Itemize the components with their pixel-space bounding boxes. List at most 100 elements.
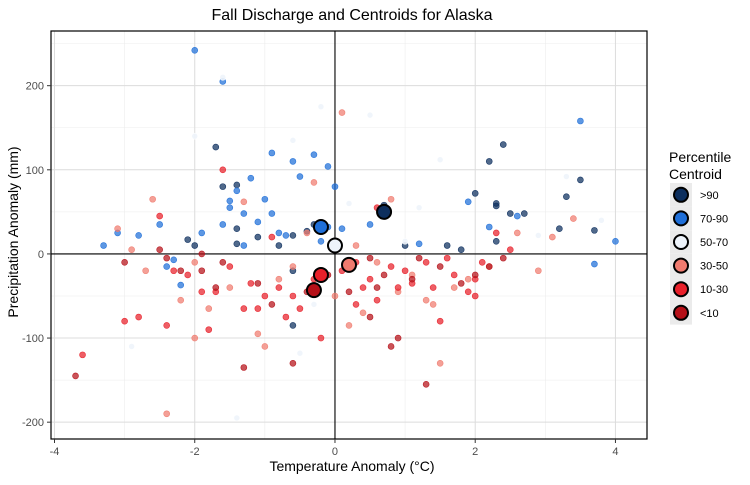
data-point-series-4	[282, 313, 290, 321]
data-point-series-0	[457, 246, 465, 254]
data-point-series-3	[387, 195, 395, 203]
data-point-series-1	[612, 238, 619, 245]
legend-key-marker	[673, 304, 689, 321]
data-point-series-5	[268, 301, 276, 308]
data-point-series-0	[577, 176, 584, 184]
legend-key-marker	[673, 234, 689, 250]
data-point-series-3	[163, 410, 170, 418]
data-point-series-1	[163, 263, 170, 270]
data-point-series-5	[457, 280, 465, 287]
data-point-series-3	[149, 195, 156, 203]
data-point-series-3	[331, 292, 339, 300]
data-point-series-4	[219, 166, 227, 174]
y-tick-label: -100	[22, 333, 44, 345]
data-point-series-1	[170, 256, 178, 264]
data-point-series-3	[226, 284, 234, 291]
data-point-series-1	[464, 198, 472, 206]
data-point-series-3	[570, 215, 577, 222]
data-point-series-3	[289, 263, 297, 270]
data-point-series-0	[506, 210, 514, 217]
data-point-series-4	[226, 263, 234, 270]
data-point-series-4	[359, 284, 367, 291]
data-point-series-5	[436, 263, 444, 270]
data-point-series-1	[331, 183, 339, 190]
data-point-series-5	[366, 254, 374, 262]
zero-reference-lines	[51, 31, 647, 439]
plot-panel-background	[51, 31, 647, 439]
y-tick-label: 100	[26, 165, 44, 177]
data-point-series-3	[513, 229, 521, 237]
data-point-series-3	[464, 275, 472, 283]
data-point-series-0	[254, 233, 262, 241]
centroid-marker-series-3	[341, 256, 357, 273]
data-point-series-5	[471, 271, 479, 279]
data-point-series-5	[240, 364, 248, 371]
data-point-series-1	[233, 187, 241, 195]
data-point-series-3	[345, 322, 353, 329]
data-point-series-4	[289, 292, 297, 300]
data-point-series-4	[478, 259, 486, 266]
data-point-series-5	[198, 267, 206, 275]
data-point-series-0	[233, 181, 241, 189]
data-point-series-4	[247, 280, 255, 287]
data-point-series-4	[443, 254, 451, 262]
data-point-series-4	[450, 271, 458, 279]
data-point-series-4	[79, 351, 86, 359]
y-tick-labels: -200 -100 0 100 200	[22, 81, 44, 429]
legend-keys: >90 70-90 50-70 30-50 10-30 <10	[670, 183, 728, 325]
data-point-series-1	[485, 223, 493, 231]
data-point-series-2	[219, 73, 227, 81]
legend-key-marker	[673, 257, 689, 274]
data-point-series-4	[366, 275, 374, 283]
data-point-series-5	[254, 280, 262, 287]
data-point-series-0	[233, 225, 241, 232]
data-point-series-4	[156, 212, 163, 220]
data-point-series-5	[373, 284, 381, 291]
data-point-series-4	[436, 317, 444, 325]
data-point-series-1	[219, 221, 227, 228]
legend-key-marker	[673, 281, 689, 298]
data-point-series-2	[401, 238, 409, 245]
data-point-series-1	[415, 240, 423, 248]
data-point-series-3	[310, 179, 318, 186]
data-point-series-4	[121, 317, 128, 325]
data-point-series-2	[310, 301, 318, 308]
data-point-series-4	[429, 284, 437, 291]
data-point-series-3	[191, 334, 199, 342]
data-point-series-5	[366, 313, 374, 321]
legend-label: 70-90	[700, 213, 728, 225]
data-point-series-2	[535, 232, 542, 239]
data-point-series-5	[422, 381, 430, 388]
centroid-marker-series-4	[312, 266, 329, 283]
y-tick-label: 200	[26, 81, 44, 93]
data-point-series-3	[114, 225, 121, 232]
data-point-series-2	[436, 156, 444, 164]
data-point-series-5	[415, 254, 423, 262]
data-point-series-4	[387, 263, 395, 270]
data-point-series-1	[324, 163, 332, 170]
data-point-series-0	[499, 141, 507, 148]
data-point-series-3	[254, 330, 262, 338]
data-point-series-3	[549, 233, 556, 241]
data-point-series-1	[247, 174, 255, 182]
data-point-series-3	[450, 284, 458, 291]
data-point-series-2	[296, 349, 304, 357]
data-point-series-0	[471, 190, 479, 197]
data-point-series-5	[219, 259, 227, 266]
data-point-series-5	[212, 284, 220, 291]
data-point-series-1	[226, 197, 234, 205]
data-point-series-1	[282, 232, 290, 239]
data-point-series-4	[471, 292, 479, 300]
data-point-series-3	[422, 296, 430, 304]
data-point-series-3	[429, 301, 437, 308]
data-point-series-2	[128, 343, 135, 350]
data-point-series-2	[191, 132, 199, 140]
data-point-series-0	[219, 183, 227, 190]
data-point-series-3	[261, 343, 269, 350]
data-point-series-3	[205, 305, 213, 312]
data-point-series-1	[268, 210, 276, 217]
data-point-series-3	[128, 246, 135, 254]
data-point-series-1	[156, 221, 163, 228]
data-point-series-1	[591, 260, 598, 268]
